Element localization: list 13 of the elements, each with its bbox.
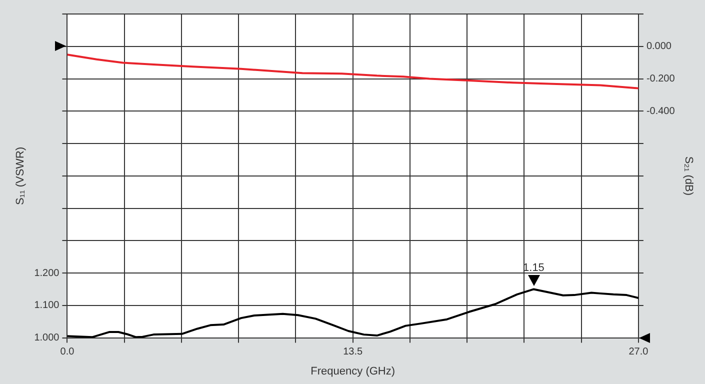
y2-tick-label: -0.400 — [646, 106, 676, 117]
y2-tick-label: 0.000 — [646, 41, 672, 52]
x-tick-label: 27.0 — [628, 346, 649, 358]
annotation: 1.15 — [523, 262, 544, 274]
y-axis-title: S₁₁ (VSWR) — [14, 146, 27, 205]
y-tick-label: 1.100 — [34, 300, 60, 312]
y2-tick-label: -0.200 — [646, 74, 676, 85]
x-tick-label: 13.5 — [343, 346, 363, 358]
x-axis-title: Frequency (GHz) — [310, 365, 396, 378]
x-tick-label: 0.0 — [60, 346, 75, 358]
y2-axis-title: S₂₁ (dB) — [682, 156, 694, 196]
y-tick-label: 1.200 — [34, 268, 60, 279]
y-tick-label: 1.000 — [34, 332, 60, 344]
